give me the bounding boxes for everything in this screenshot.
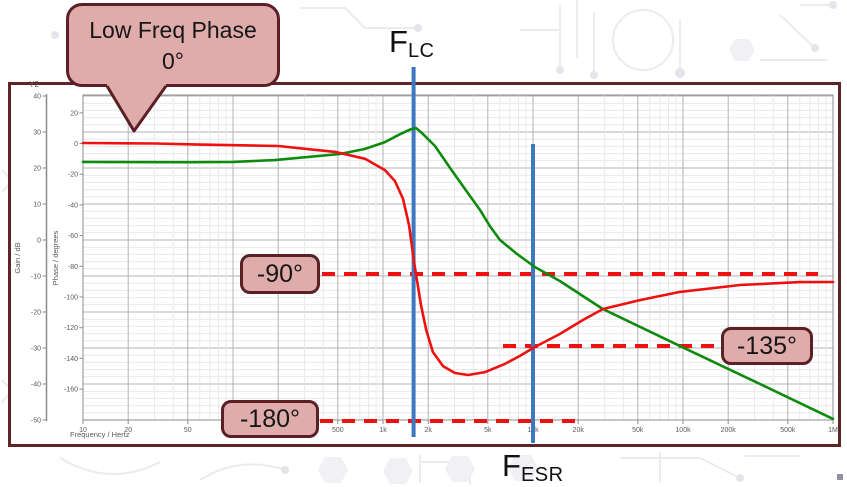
svg-text:10: 10: [33, 202, 41, 209]
svg-text:-60: -60: [68, 233, 78, 240]
grid: [82, 94, 834, 421]
phase-minus-180-callout: -180°: [221, 400, 319, 438]
flc-marker-label: FLC: [389, 24, 435, 63]
phase-minus-90-callout: -90°: [240, 254, 320, 294]
low-freq-phase-callout: Low Freq Phase 0°: [66, 3, 280, 87]
svg-text:20: 20: [124, 427, 132, 434]
svg-text:40: 40: [33, 94, 41, 101]
callout-line-1: Low Freq Phase: [89, 17, 257, 43]
callout-line-2: 0°: [162, 48, 184, 74]
svg-text:Y2: Y2: [29, 80, 39, 89]
phase-minus-135-callout: -135°: [721, 327, 813, 365]
phase-curve: [81, 141, 835, 377]
gain-axis: 40 30 20 10 0 -10 -20 -30 -40 -50 Y2 Gain / dB: [13, 80, 48, 425]
svg-text:5k: 5k: [484, 427, 492, 434]
svg-text:-120: -120: [64, 325, 78, 332]
svg-text:Frequency / Hertz: Frequency / Hertz: [70, 430, 130, 439]
svg-text:30: 30: [33, 130, 41, 137]
flc-subscript: LC: [407, 40, 435, 62]
fesr-letter: F: [502, 448, 521, 483]
svg-text:0: 0: [37, 238, 41, 245]
fesr-marker-label: FESR: [502, 448, 564, 487]
phase-reference-dashed-lines: [320, 272, 818, 423]
flc-letter: F: [389, 24, 408, 59]
svg-text:-100: -100: [64, 295, 78, 302]
phase-axis: 20 0 -20 -40 -60 -80 -100 -120 -140 -160 Phase / d…: [51, 110, 83, 394]
svg-text:20: 20: [33, 166, 41, 173]
svg-text:10: 10: [79, 427, 87, 434]
svg-text:-50: -50: [31, 418, 41, 425]
svg-text:200k: 200k: [721, 427, 737, 434]
svg-text:1M: 1M: [828, 427, 838, 434]
svg-text:1k: 1k: [379, 427, 387, 434]
fesr-subscript: ESR: [520, 464, 564, 486]
svg-text:20: 20: [70, 110, 78, 117]
svg-text:-140: -140: [64, 356, 78, 363]
svg-text:0: 0: [74, 141, 78, 148]
gain-curve: [81, 126, 835, 421]
svg-text:-160: -160: [64, 387, 78, 394]
svg-text:-10: -10: [31, 274, 41, 281]
svg-text:Phase / degrees: Phase / degrees: [51, 230, 60, 285]
svg-text:500: 500: [332, 427, 344, 434]
svg-text:500k: 500k: [780, 427, 796, 434]
svg-text:-40: -40: [68, 202, 78, 209]
svg-text:-30: -30: [31, 346, 41, 353]
svg-text:50k: 50k: [632, 427, 644, 434]
svg-text:100k: 100k: [675, 427, 691, 434]
callout-tail: [105, 81, 168, 133]
svg-text:20k: 20k: [573, 427, 585, 434]
svg-text:Gain / dB: Gain / dB: [13, 242, 22, 273]
svg-text:-20: -20: [68, 172, 78, 179]
svg-text:-80: -80: [68, 264, 78, 271]
svg-text:-20: -20: [31, 310, 41, 317]
svg-text:50: 50: [184, 427, 192, 434]
svg-text:2k: 2k: [424, 427, 432, 434]
svg-text:-40: -40: [31, 382, 41, 389]
